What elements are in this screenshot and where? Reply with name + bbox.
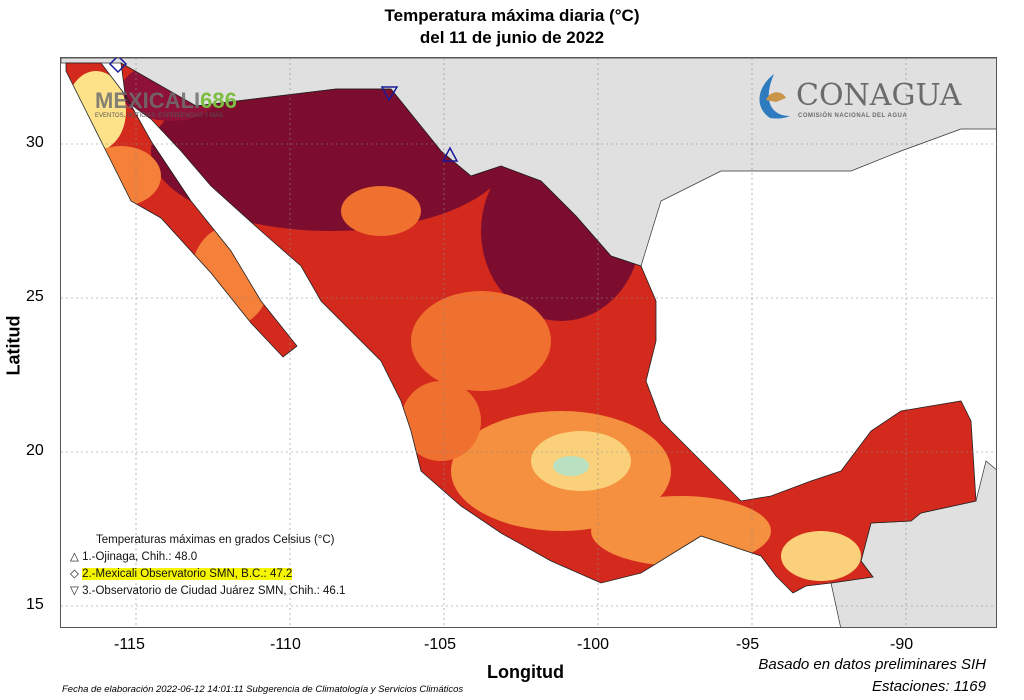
conagua-logo — [752, 72, 792, 122]
x-tick: -115 — [114, 636, 145, 653]
gridlines — [61, 58, 996, 627]
legend: Temperaturas máximas en grados Celsius (… — [70, 532, 345, 600]
station-marker-juarez — [380, 86, 399, 102]
x-tick: -110 — [270, 636, 301, 653]
legend-item: △ 1.-Ojinaga, Chih.: 48.0 — [70, 551, 198, 563]
station-marker-ojinaga — [441, 146, 459, 162]
y-tick: 30 — [26, 134, 44, 151]
title-line-2: del 11 de junio de 2022 — [419, 28, 605, 47]
conagua-subtitle: COMISIÓN NACIONAL DEL AGUA — [798, 113, 908, 119]
x-tick: -100 — [577, 636, 610, 653]
conagua-wordmark: CONAGUA — [796, 78, 962, 113]
y-axis-label: Latitud — [3, 315, 24, 376]
temperature-map — [60, 57, 997, 628]
station-markers — [108, 58, 459, 162]
watermark-subtitle: EVENTOS, NOTICIAS, EXPERIENCIAS Y MÁS — [95, 113, 224, 119]
station-marker-mexicali — [108, 58, 128, 74]
conagua-emblem-icon — [759, 74, 790, 119]
footer-source: Basado en datos preliminares SIH — [758, 656, 986, 673]
title-line-1: Temperatura máxima diaria (°C) — [384, 6, 640, 25]
y-tick: 20 — [26, 442, 44, 459]
x-tick: -95 — [736, 636, 760, 653]
y-tick: 15 — [26, 596, 44, 613]
x-tick: -90 — [890, 636, 914, 653]
legend-item: ◇ 2.-Mexicali Observatorio SMN, B.C.: 47… — [70, 568, 293, 580]
legend-item: ▽ 3.-Observatorio de Ciudad Juárez SMN, … — [70, 585, 346, 597]
footer-stations: Estaciones: 1169 — [872, 678, 986, 695]
y-tick: 25 — [26, 288, 44, 305]
footer-credits: Fecha de elaboración 2022-06-12 14:01:11… — [62, 684, 464, 695]
watermark-logo: MEXICALI686 — [95, 88, 237, 113]
map-svg — [61, 58, 996, 627]
legend-title: Temperaturas máximas en grados Celsius (… — [96, 534, 335, 546]
x-axis-label: Longitud — [487, 662, 564, 682]
x-tick: -105 — [424, 636, 457, 653]
